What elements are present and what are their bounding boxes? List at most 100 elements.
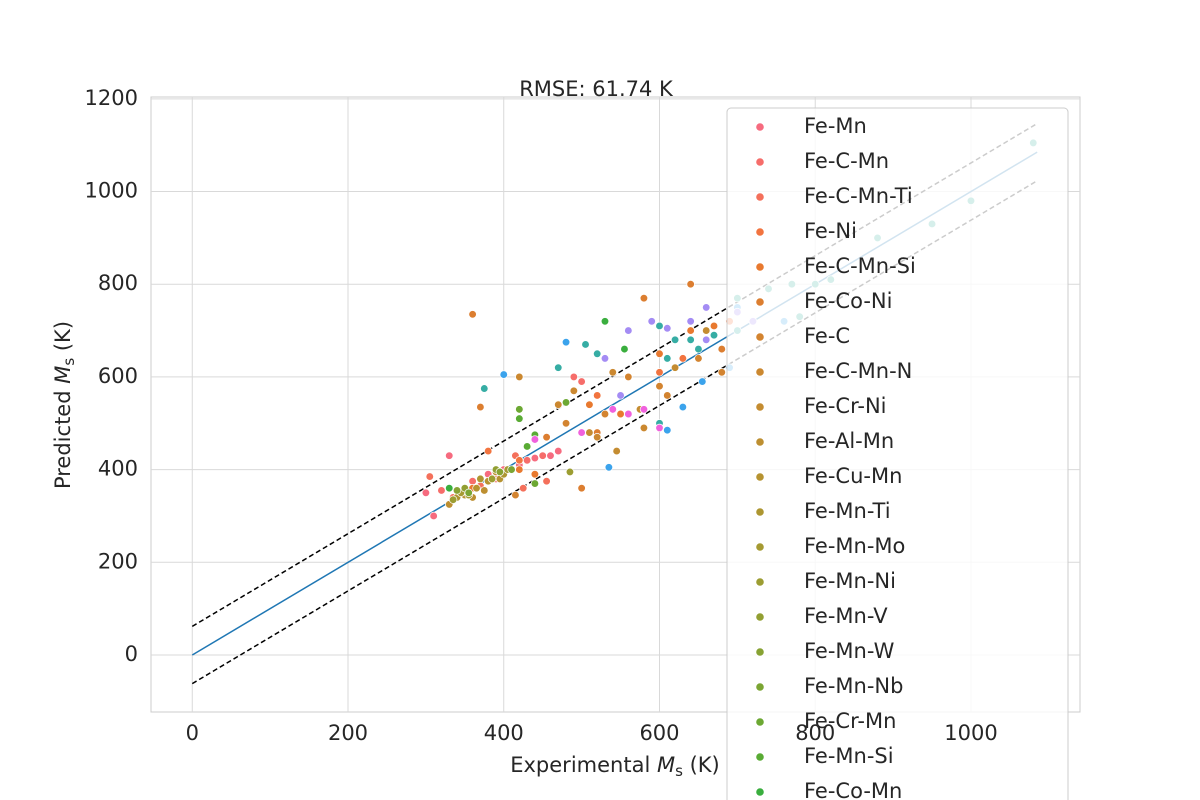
legend-marker xyxy=(756,648,764,656)
data-point xyxy=(522,456,532,465)
legend-marker xyxy=(756,438,764,446)
data-point xyxy=(561,338,571,347)
data-point xyxy=(608,405,617,414)
legend-box xyxy=(726,107,1069,800)
legend-marker xyxy=(756,158,764,166)
legend-label: Fe-C-Mn xyxy=(804,149,889,173)
data-point xyxy=(702,335,711,344)
data-point xyxy=(448,495,458,504)
data-point xyxy=(484,446,493,456)
data-point xyxy=(437,486,446,495)
data-point xyxy=(686,280,695,289)
x-tick-label: 600 xyxy=(639,721,679,745)
data-point xyxy=(616,409,625,419)
data-point xyxy=(663,391,672,400)
data-point xyxy=(511,490,520,500)
legend-marker xyxy=(756,333,764,341)
data-point xyxy=(709,331,719,340)
data-point xyxy=(554,400,563,409)
data-point xyxy=(600,317,610,326)
legend-label: Fe-Mn-Ti xyxy=(804,499,891,523)
legend-marker xyxy=(756,578,764,586)
x-tick-label: 400 xyxy=(484,721,524,745)
data-point xyxy=(655,382,664,391)
data-point xyxy=(593,391,602,400)
legend-label: Fe-Co-Mn xyxy=(804,779,902,800)
data-point xyxy=(530,470,540,479)
legend-marker xyxy=(756,683,764,691)
legend-label: Fe-Cu-Mn xyxy=(804,464,902,488)
data-point xyxy=(702,326,711,335)
legend-marker xyxy=(756,263,764,271)
data-point xyxy=(515,372,524,382)
x-tick-label: 1000 xyxy=(944,721,997,745)
legend-label: Fe-C-Mn-Si xyxy=(804,254,916,278)
x-tick-label: 200 xyxy=(328,721,368,745)
data-point xyxy=(616,391,625,400)
data-point xyxy=(639,423,649,433)
data-point xyxy=(472,484,481,493)
data-point xyxy=(480,486,489,495)
data-point xyxy=(639,405,649,414)
x-tick-label: 800 xyxy=(795,721,835,745)
data-point xyxy=(554,363,563,372)
y-label-subscript: s xyxy=(60,358,78,366)
y-tick-label: 1000 xyxy=(85,179,138,203)
data-point xyxy=(480,384,489,393)
data-point xyxy=(499,370,508,379)
legend-label: Fe-Mn xyxy=(804,114,867,138)
data-point xyxy=(717,344,726,354)
legend-marker xyxy=(756,298,764,306)
data-point xyxy=(554,446,563,456)
x-label-symbol: M xyxy=(657,753,675,777)
data-point xyxy=(686,326,695,335)
data-point xyxy=(561,419,571,428)
data-point xyxy=(620,344,629,354)
data-point xyxy=(542,433,551,442)
data-point xyxy=(495,467,505,477)
data-point xyxy=(581,340,590,349)
legend-label: Fe-Mn-Mo xyxy=(804,534,905,558)
y-tick-label: 800 xyxy=(98,271,138,295)
data-point xyxy=(593,433,602,442)
legend-marker xyxy=(756,473,764,481)
data-point xyxy=(515,465,524,474)
data-point xyxy=(639,293,649,303)
data-point xyxy=(694,344,703,354)
x-axis-label: Experimental Ms (K) xyxy=(510,753,720,780)
data-point xyxy=(678,354,688,363)
legend-label: Fe-Mn-V xyxy=(804,604,888,628)
data-point xyxy=(515,405,524,414)
data-point xyxy=(452,486,462,495)
data-point xyxy=(608,368,617,377)
y-axis-label: Predicted Ms (K) xyxy=(51,321,78,489)
data-point xyxy=(655,349,664,358)
data-point xyxy=(600,409,610,419)
data-point xyxy=(464,488,473,497)
data-point xyxy=(468,477,477,486)
legend-label: Fe-Ni xyxy=(804,219,857,243)
legend-marker xyxy=(756,788,764,796)
legend-label: Fe-Co-Ni xyxy=(804,289,892,313)
data-point xyxy=(663,426,672,435)
y-tick-label: 0 xyxy=(125,642,138,666)
data-point xyxy=(546,451,555,460)
data-point xyxy=(425,472,434,481)
data-point xyxy=(624,409,633,419)
legend-marker xyxy=(756,543,764,551)
legend-label: Fe-C-Mn-Ti xyxy=(804,184,913,208)
legend-label: Fe-Al-Mn xyxy=(804,429,894,453)
data-point xyxy=(519,484,528,493)
data-point xyxy=(538,451,547,460)
legend-marker xyxy=(756,613,764,621)
data-point xyxy=(445,484,454,493)
data-point xyxy=(476,402,485,412)
data-point xyxy=(624,372,633,382)
data-point xyxy=(670,335,680,344)
legend-label: Fe-Mn-Nb xyxy=(804,674,903,698)
data-point xyxy=(612,446,621,456)
y-label-symbol: M xyxy=(51,366,75,384)
y-tick-label: 600 xyxy=(98,364,138,388)
data-point xyxy=(585,400,594,409)
data-point xyxy=(468,310,477,319)
